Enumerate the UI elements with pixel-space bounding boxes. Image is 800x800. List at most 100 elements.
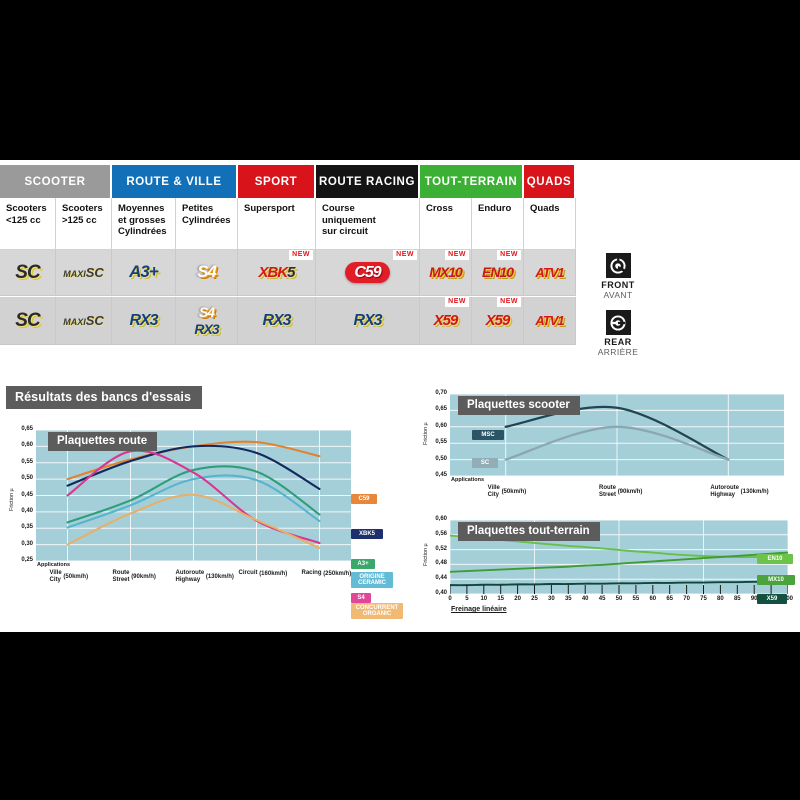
x-axis-tick: 100 bbox=[782, 596, 793, 602]
y-axis-tick: 0,55 bbox=[21, 458, 33, 465]
matrix-category-tout-terrain[interactable]: TOUT-TERRAIN bbox=[420, 165, 524, 198]
product-badge: MAXISC bbox=[63, 264, 104, 280]
new-badge: NEW bbox=[497, 297, 521, 307]
plot-svg bbox=[36, 430, 351, 561]
product-cell-s4[interactable]: S4 bbox=[176, 250, 238, 296]
matrix-subcategory-row: Scooters <125 cc Scooters >125 cc Moyennes et… bbox=[0, 198, 645, 250]
series-line-origine-ceramic bbox=[66, 474, 321, 529]
product-cell-en10[interactable]: NEW EN10 bbox=[472, 250, 524, 296]
x-axis-tick: Route Street (90km/h) bbox=[112, 570, 156, 583]
product-cell-sc[interactable]: SC bbox=[0, 297, 56, 345]
plot-svg bbox=[450, 520, 788, 594]
series-label-mx10: MX10 bbox=[757, 575, 795, 585]
new-badge: NEW bbox=[393, 250, 417, 260]
x-axis-tick: 80 bbox=[717, 596, 724, 602]
matrix-category-route-ville[interactable]: ROUTE & VILLE bbox=[112, 165, 238, 198]
matrix-category-header-row: SCOOTER ROUTE & VILLE SPORT ROUTE RACING TOU… bbox=[0, 165, 645, 198]
new-badge: NEW bbox=[289, 250, 313, 260]
x-axis-tick: 35 bbox=[564, 596, 572, 602]
x-axis-label: Applications bbox=[37, 562, 71, 568]
product-cell-rx3[interactable]: RX3 bbox=[238, 297, 316, 345]
x-axis-tick: 15 bbox=[497, 596, 505, 602]
product-cell-atv1[interactable]: ATV1 bbox=[524, 297, 576, 345]
product-cell-c59[interactable]: NEW C59 bbox=[316, 250, 420, 296]
plot-area bbox=[36, 430, 351, 561]
x-axis-tick: 75 bbox=[700, 596, 707, 602]
product-cell-atv1[interactable]: ATV1 bbox=[524, 250, 576, 296]
product-cell-a3[interactable]: A3+ bbox=[112, 250, 176, 296]
product-badge: EN10 bbox=[481, 263, 514, 280]
product-cell-sc[interactable]: SC bbox=[0, 250, 56, 296]
chart-title: Plaquettes tout-terrain bbox=[458, 522, 600, 541]
product-badge: X59 bbox=[485, 311, 511, 329]
axle-legend-column: FRONT AVANT REAR ARRIÈRE bbox=[590, 253, 646, 367]
matrix-subcategory-cell: Course uniquement sur circuit bbox=[316, 198, 420, 250]
matrix-category-quads[interactable]: QUADS bbox=[524, 165, 576, 198]
x-axis-tick: 25 bbox=[531, 596, 538, 602]
matrix-category-scooter[interactable]: SCOOTER bbox=[0, 165, 112, 198]
product-matrix: SCOOTER ROUTE & VILLE SPORT ROUTE RACING TOU… bbox=[0, 165, 645, 345]
x-axis-tick: 50 bbox=[615, 596, 623, 602]
product-badge: S4 RX3 bbox=[194, 304, 219, 337]
y-axis-tick: 0,45 bbox=[435, 472, 447, 478]
chart-plaquettes-route: 0,65 0,60 0,55 0,50 0,45 0,40 0,35 0,30 0,25 Fric… bbox=[6, 422, 403, 619]
x-axis-label: Applications bbox=[451, 477, 485, 483]
front-axle-legend: FRONT AVANT bbox=[590, 253, 646, 301]
x-axis-tick: Circuit (160km/h) bbox=[238, 570, 288, 577]
matrix-subcategory-cell: Enduro bbox=[472, 198, 524, 250]
x-axis-tick: 10 bbox=[480, 596, 488, 602]
product-cell-maxi-sc[interactable]: MAXISC bbox=[56, 250, 112, 296]
new-badge: NEW bbox=[497, 250, 521, 260]
page-content: SCOOTER ROUTE & VILLE SPORT ROUTE RACING TOU… bbox=[0, 160, 800, 632]
matrix-subcategory-cell: Scooters >125 cc bbox=[56, 198, 112, 250]
product-badge: RX3 bbox=[262, 311, 291, 329]
x-axis-tick: 90 bbox=[750, 596, 758, 602]
matrix-subcategory-cell: Scooters <125 cc bbox=[0, 198, 56, 250]
front-axle-sublabel: AVANT bbox=[603, 290, 633, 300]
product-cell-maxi-sc[interactable]: MAXISC bbox=[56, 297, 112, 345]
matrix-front-products-row: SC MAXISC A3+ S4 NEW XBK5 NEW C59 NEW MX10 NEW EN10… bbox=[0, 250, 645, 297]
x-axis-tick: 85 bbox=[733, 596, 741, 602]
letterbox-bottom bbox=[0, 632, 800, 800]
y-axis-tick: 0,35 bbox=[21, 524, 33, 531]
x-axis-tick: Autoroute Highway (130km/h) bbox=[175, 570, 234, 583]
y-axis-tick: 0,44 bbox=[435, 575, 447, 582]
product-cell-rx3[interactable]: RX3 bbox=[112, 297, 176, 345]
chart-plaquettes-tout-terrain: 0,60 0,56 0,52 0,48 0,44 0,40 Friction µ Plaque… bbox=[412, 512, 795, 624]
matrix-category-sport[interactable]: SPORT bbox=[238, 165, 316, 198]
product-cell-x59[interactable]: NEW X59 bbox=[472, 297, 524, 345]
x-axis-tick: Ville City (50km/h) bbox=[487, 485, 527, 498]
x-axis-tick: 0 bbox=[448, 596, 452, 602]
series-line-msc bbox=[504, 405, 730, 461]
new-badge: NEW bbox=[445, 297, 469, 307]
product-badge: MX10 bbox=[429, 263, 463, 280]
matrix-category-route-racing[interactable]: ROUTE RACING bbox=[316, 165, 420, 198]
y-axis-tick: 0,45 bbox=[21, 491, 33, 498]
product-cell-mx10[interactable]: NEW MX10 bbox=[420, 250, 472, 296]
product-badge: ATV1 bbox=[535, 312, 564, 328]
x-axis-tick: 45 bbox=[598, 596, 606, 602]
series-label-concurrent-organic: CONCURRENT ORGANIC bbox=[351, 603, 403, 619]
product-badge: XBK5 bbox=[258, 263, 295, 281]
y-axis-tick: 0,55 bbox=[435, 439, 447, 446]
product-badge: SC bbox=[15, 309, 40, 331]
x-axis-tick: 20 bbox=[514, 596, 521, 602]
product-cell-rx3[interactable]: RX3 bbox=[316, 297, 420, 345]
chart-title: Plaquettes scooter bbox=[458, 396, 580, 415]
product-cell-x59[interactable]: NEW X59 bbox=[420, 297, 472, 345]
x-axis-tick: 5 bbox=[465, 596, 469, 602]
product-cell-xbk5[interactable]: NEW XBK5 bbox=[238, 250, 316, 296]
rear-axle-label: REAR bbox=[604, 337, 632, 347]
y-axis-tick: 0,30 bbox=[21, 540, 33, 547]
y-axis-tick: 0,70 bbox=[435, 390, 447, 396]
product-cell-s4-rx3[interactable]: S4 RX3 bbox=[176, 297, 238, 345]
y-axis-tick: 0,60 bbox=[21, 442, 33, 449]
series-line-mx10 bbox=[450, 551, 788, 573]
product-badge: A3+ bbox=[129, 262, 159, 281]
x-axis-tick: Racing (250km/h) bbox=[301, 570, 352, 577]
x-axis-tick: 40 bbox=[581, 596, 589, 602]
series-label-en10: EN10 bbox=[757, 554, 793, 564]
y-axis-tick: 0,65 bbox=[435, 406, 447, 413]
y-axis-tick: 0,25 bbox=[21, 557, 33, 563]
